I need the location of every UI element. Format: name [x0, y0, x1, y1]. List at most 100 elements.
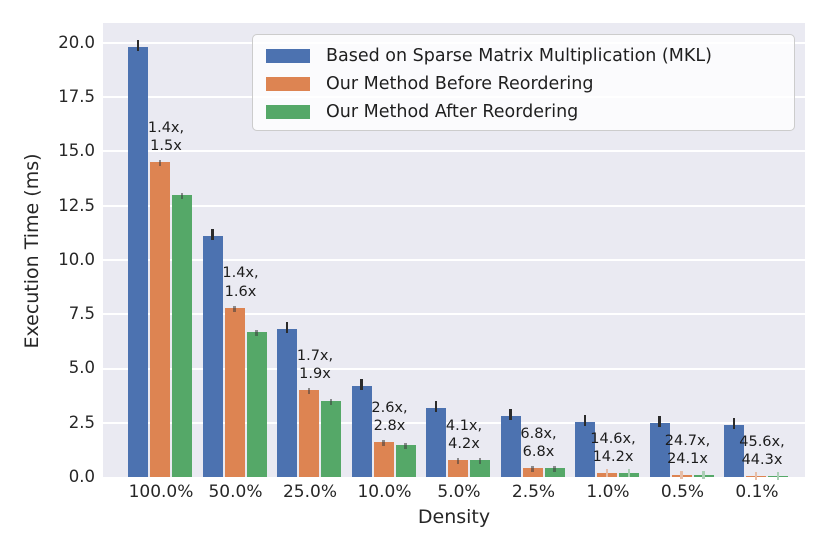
error-whisker-after-10.0%: [404, 442, 407, 449]
y-tick-label-20.0: 20.0: [58, 32, 95, 52]
error-whisker-mkl-100.0%: [136, 40, 140, 52]
error-whisker-before-50.0%: [233, 305, 236, 312]
bar-before-5.0%: [448, 460, 468, 477]
error-whisker-after-0.5%: [702, 470, 705, 479]
bar-mkl-0.5%: [649, 422, 670, 477]
y-tick-label-2.5: 2.5: [68, 412, 95, 432]
bar-group-0.5%: [649, 23, 716, 479]
legend-swatch-mkl: [266, 49, 310, 63]
bar-after-10.0%: [395, 444, 416, 477]
bar-after-100.0%: [172, 194, 192, 477]
error-whisker-before-10.0%: [382, 440, 385, 447]
bar-before-25.0%: [299, 390, 319, 477]
speedup-annotation-5.0%: 4.1x, 4.2x: [445, 417, 483, 452]
gridline-y-15: [103, 150, 805, 153]
bar-group-50.0%: [202, 23, 269, 477]
bar-group-5.0%: [426, 23, 492, 477]
bar-before-2.5%: [522, 468, 543, 477]
speedup-annotation-50.0%: 1.4x, 1.6x: [222, 265, 259, 300]
y-tick-label-12.5: 12.5: [58, 195, 95, 215]
bar-group-2.5%: [500, 23, 567, 477]
error-whisker-mkl-10.0%: [360, 378, 363, 390]
error-whisker-before-0.5%: [680, 470, 683, 479]
error-whisker-after-5.0%: [478, 458, 482, 465]
bar-before-10.0%: [373, 442, 394, 477]
error-whisker-before-100.0%: [158, 160, 162, 167]
bar-after-25.0%: [321, 401, 341, 477]
error-whisker-after-25.0%: [329, 399, 333, 406]
bar-group-100.0%: [128, 23, 194, 477]
legend-label-before-reordering: Our Method Before Reordering: [326, 74, 594, 94]
x-tick-label-50.0%: 50.0%: [208, 482, 263, 502]
bar-mkl-50.0%: [202, 236, 223, 477]
bar-group-1.0%: [575, 23, 641, 478]
speedup-annotation-10.0%: 2.6x, 2.8x: [371, 400, 408, 435]
x-tick-label-5.0%: 5.0%: [437, 482, 481, 502]
bar-after-50.0%: [246, 331, 267, 477]
legend-swatch-after-reordering: [266, 105, 310, 119]
y-tick-label-10.0: 10.0: [58, 249, 95, 269]
gridline-y-12.5: [103, 204, 805, 207]
legend: Based on Sparse Matrix Multiplication (M…: [252, 34, 795, 131]
gridline-y-7.5: [103, 313, 805, 316]
bar-mkl-10.0%: [351, 385, 372, 477]
error-whisker-after-100.0%: [180, 192, 184, 199]
error-whisker-before-0.1%: [754, 471, 758, 480]
legend-swatch-before-reordering: [266, 77, 310, 91]
y-tick-label-0.0: 0.0: [68, 467, 95, 486]
error-whisker-mkl-5.0%: [434, 400, 438, 412]
error-whisker-mkl-25.0%: [285, 322, 289, 334]
bar-mkl-5.0%: [426, 407, 446, 477]
speedup-annotation-1.0%: 14.6x, 14.2x: [590, 430, 636, 466]
bar-before-50.0%: [224, 307, 245, 477]
x-tick-label-100.0%: 100.0%: [128, 482, 194, 502]
error-whisker-after-0.1%: [776, 471, 780, 480]
bar-mkl-25.0%: [277, 329, 297, 477]
error-whisker-mkl-2.5%: [509, 409, 512, 421]
error-whisker-after-1.0%: [627, 469, 631, 478]
legend-label-mkl: Based on Sparse Matrix Multiplication (M…: [326, 46, 712, 66]
x-tick-label-25.0%: 25.0%: [282, 482, 337, 502]
bar-group-25.0%: [277, 23, 343, 477]
bar-group-10.0%: [351, 23, 418, 477]
x-tick-label-0.5%: 0.5%: [660, 482, 705, 502]
legend-entry-after-reordering: Our Method After Reordering: [266, 98, 794, 126]
error-whisker-mkl-50.0%: [211, 229, 214, 241]
bar-mkl-1.0%: [575, 421, 595, 477]
legend-entry-mkl: Based on Sparse Matrix Multiplication (M…: [266, 42, 794, 70]
y-tick-label-17.5: 17.5: [58, 87, 95, 107]
x-tick-label-2.5%: 2.5%: [511, 482, 556, 502]
legend-label-after-reordering: Our Method After Reordering: [326, 102, 579, 122]
bar-after-5.0%: [470, 460, 490, 477]
error-whisker-after-50.0%: [255, 329, 258, 336]
error-whisker-before-25.0%: [307, 388, 311, 395]
legend-entry-before-reordering: Our Method Before Reordering: [266, 70, 794, 98]
error-whisker-after-2.5%: [553, 466, 556, 473]
speedup-annotation-0.5%: 24.7x, 24.1x: [664, 432, 711, 467]
y-tick-label-7.5: 7.5: [68, 304, 95, 324]
error-whisker-mkl-0.1%: [732, 417, 736, 429]
x-axis-label: Density: [417, 506, 491, 528]
error-whisker-mkl-0.5%: [658, 415, 661, 427]
speedup-annotation-100.0%: 1.4x, 1.5x: [147, 120, 185, 155]
bar-after-2.5%: [544, 468, 565, 477]
error-whisker-before-5.0%: [456, 458, 460, 465]
bar-mkl-2.5%: [500, 416, 521, 477]
y-tick-label-5.0: 5.0: [68, 358, 95, 378]
error-whisker-mkl-1.0%: [583, 414, 587, 426]
x-tick-label-0.1%: 0.1%: [735, 482, 779, 502]
bar-mkl-100.0%: [128, 47, 148, 477]
error-whisker-before-2.5%: [531, 466, 534, 473]
bar-group-0.1%: [724, 23, 790, 480]
speedup-annotation-2.5%: 6.8x, 6.8x: [520, 425, 557, 460]
gridline-y-2.5: [103, 421, 805, 424]
bar-before-100.0%: [150, 162, 170, 477]
speedup-annotation-0.1%: 45.6x, 44.3x: [739, 433, 785, 468]
y-tick-label-15.0: 15.0: [58, 141, 95, 161]
gridline-y-5: [103, 367, 805, 370]
error-whisker-before-1.0%: [605, 469, 609, 478]
gridline-y-10: [103, 258, 805, 261]
speedup-annotation-25.0%: 1.7x, 1.9x: [296, 347, 334, 383]
x-tick-label-10.0%: 10.0%: [357, 482, 412, 502]
